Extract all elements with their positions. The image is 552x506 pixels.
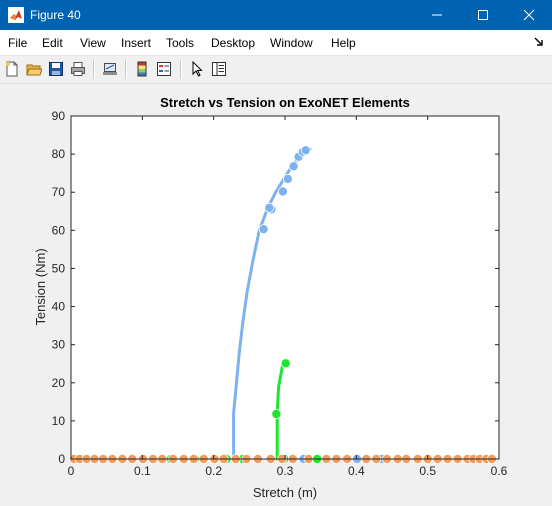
menu-edit[interactable]: Edit — [42, 36, 63, 50]
x-tick-label: 0.6 — [491, 464, 508, 478]
menu-window[interactable]: Window — [270, 36, 313, 50]
maximize-button[interactable] — [460, 0, 506, 30]
series-1-point — [280, 358, 291, 369]
series-0-point — [264, 202, 275, 213]
series-0-point — [258, 224, 269, 235]
menu-tools[interactable]: Tools — [166, 36, 195, 50]
link-plot-icon — [103, 63, 117, 75]
y-tick-label: 0 — [58, 452, 65, 466]
y-tick-label: 40 — [52, 300, 66, 314]
insert-colorbar-icon — [137, 61, 147, 77]
menu-bar: File Edit View Insert Tools Desktop Wind… — [0, 30, 552, 56]
y-tick-label: 50 — [52, 261, 66, 275]
y-tick-label: 20 — [52, 376, 66, 390]
maximize-icon — [478, 10, 488, 20]
x-tick-label: 0 — [68, 464, 75, 478]
insert-colorbar-button[interactable] — [132, 59, 152, 79]
close-button[interactable] — [506, 0, 552, 30]
chart-title: Stretch vs Tension on ExoNET Elements — [160, 95, 410, 110]
chart[interactable]: 0 0.1 0.2 0.3 0.4 0.5 0.6 0 10 20 30 40 50 60 70 80 90 S… — [0, 84, 552, 506]
figure-area: 0 0.1 0.2 0.3 0.4 0.5 0.6 0 10 20 30 40 50 60 70 80 90 S… — [0, 84, 552, 506]
title-bar: Figure 40 — [0, 0, 552, 30]
close-icon — [523, 9, 535, 21]
link-plot-button[interactable] — [100, 59, 120, 79]
minimize-icon — [432, 14, 442, 16]
minimize-button[interactable] — [414, 0, 460, 30]
menu-view[interactable]: View — [80, 36, 106, 50]
open-file-button[interactable] — [24, 59, 44, 79]
x-tick-label: 0.3 — [277, 464, 294, 478]
menu-insert[interactable]: Insert — [121, 36, 152, 50]
insert-legend-button[interactable] — [154, 59, 174, 79]
property-inspector-icon — [212, 62, 226, 76]
open-file-icon — [26, 64, 42, 76]
series-0-point — [277, 186, 288, 197]
series-1-line — [275, 362, 285, 461]
window-title: Figure 40 — [30, 8, 81, 22]
y-tick-label: 60 — [52, 223, 66, 237]
matlab-icon — [8, 7, 24, 23]
menu-desktop[interactable]: Desktop — [211, 36, 256, 50]
y-tick-label: 80 — [52, 147, 66, 161]
property-inspector-button[interactable] — [209, 59, 229, 79]
series-0-point — [288, 161, 299, 172]
new-figure-button[interactable] — [2, 59, 22, 79]
y-tick-label: 10 — [52, 414, 66, 428]
x-tick-label: 0.2 — [205, 464, 222, 478]
menu-file[interactable]: File — [8, 36, 28, 50]
x-tick-label: 0.1 — [134, 464, 151, 478]
series-0-point — [300, 145, 311, 156]
y-tick-label: 90 — [52, 109, 66, 123]
y-tick-label: 70 — [52, 185, 66, 199]
plot-area — [71, 116, 499, 459]
y-tick-label: 30 — [52, 338, 66, 352]
insert-legend-icon — [157, 62, 171, 76]
series-0-point — [282, 173, 293, 184]
y-axis-label: Tension (Nm) — [33, 248, 48, 325]
x-axis-label: Stretch (m) — [253, 485, 317, 500]
save-figure-icon — [49, 62, 63, 76]
series-1-point — [271, 408, 282, 419]
x-tick-label: 0.5 — [419, 464, 436, 478]
print-figure-button[interactable] — [68, 59, 88, 79]
print-figure-icon — [71, 62, 85, 76]
new-figure-icon — [6, 61, 18, 77]
toolbar — [0, 56, 552, 84]
menu-help[interactable]: Help — [331, 36, 356, 50]
x-tick-label: 0.4 — [348, 464, 365, 478]
edit-plot-icon — [192, 61, 203, 77]
save-figure-button[interactable] — [46, 59, 66, 79]
dock-arrow-icon[interactable] — [534, 37, 544, 47]
edit-plot-button[interactable] — [187, 59, 207, 79]
